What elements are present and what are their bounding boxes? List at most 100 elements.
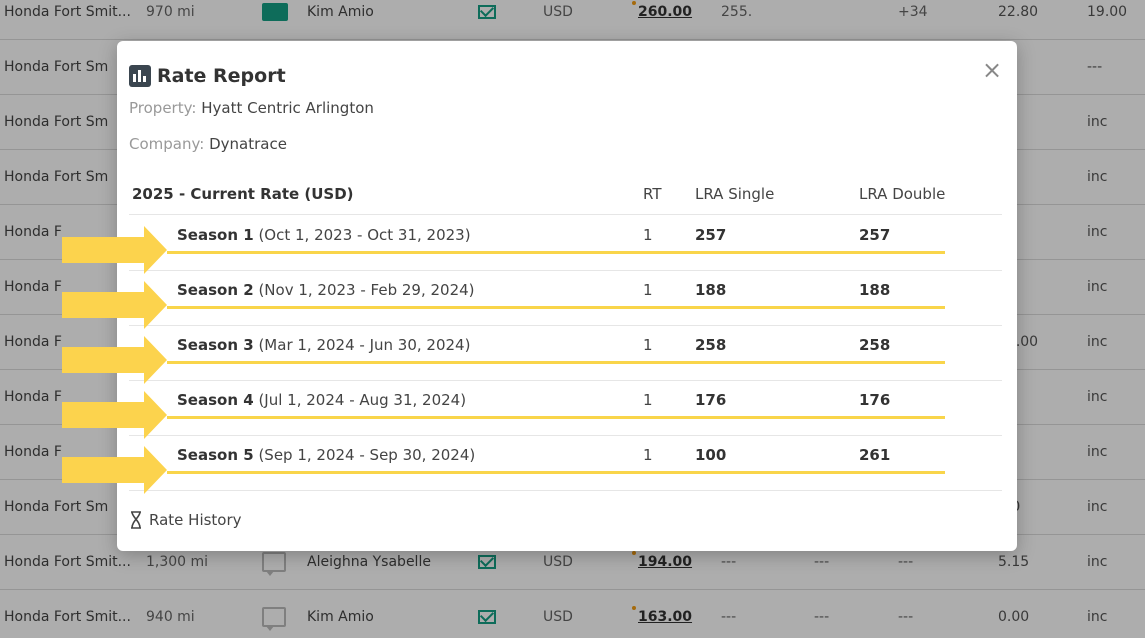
contact-type-icon-cell[interactable] [262,0,292,40]
cell-currency: USD [543,609,573,625]
company-value: Dynatrace [209,135,287,153]
table-row[interactable]: Honda Fort Smit... 940 mi Kim Amio USD --- --… [0,590,1145,638]
season-row: Season 2 (Nov 1, 2023 - Feb 29, 2024) 1 18… [129,271,1002,326]
cell-name: Honda Fort Sm [4,114,109,130]
rate-indicator-dot [632,551,636,555]
season-label: Season 1 (Oct 1, 2023 - Oct 31, 2023) [177,226,471,244]
highlight-arrow-icon [62,226,167,274]
close-icon[interactable]: × [981,56,1003,84]
rate-indicator-dot [632,606,636,610]
cell-contact: Kim Amio [307,609,374,625]
cell-d1: --- [721,554,737,570]
rate-indicator-dot [632,1,636,5]
rate-history-link[interactable]: Rate History [129,511,242,529]
cell-name: Honda F [4,279,62,295]
cell-v2: inc [1087,389,1108,405]
season-date-range: (Sep 1, 2024 - Sep 30, 2024) [258,446,476,464]
cell-v2: inc [1087,334,1108,350]
header-current-rate: 2025 - Current Rate (USD) [132,185,354,203]
season-rt: 1 [643,391,653,409]
season-date-range: (Jul 1, 2024 - Aug 31, 2024) [258,391,467,409]
cell-name: Honda Fort Sm [4,59,109,75]
season-rt: 1 [643,446,653,464]
hourglass-icon [131,511,141,529]
cell-currency: USD [543,554,573,570]
contact-type-icon-cell[interactable] [262,590,292,638]
cell-dist: 940 mi [146,609,195,625]
mail-cell[interactable] [478,535,502,590]
mail-icon[interactable] [478,5,496,19]
property-value: Hyatt Centric Arlington [201,99,374,117]
lra-double-value: 261 [859,446,891,464]
cell-d2: --- [814,609,830,625]
season-rt: 1 [643,336,653,354]
cell-d2: --- [814,554,830,570]
header-lra-double: LRA Double [859,185,946,203]
season-name: Season 4 [177,391,254,409]
cell-name: Honda Fort Sm [4,169,109,185]
rate-link[interactable]: 163.00 [632,590,702,638]
season-name: Season 2 [177,281,254,299]
cell-v2: inc [1087,444,1108,460]
season-label: Season 4 (Jul 1, 2024 - Aug 31, 2024) [177,391,466,409]
cell-v1: 5.15 [998,554,1030,570]
table-row[interactable]: Honda Fort Smit... 1,300 mi Aleighna Ysabe… [0,535,1145,590]
contact-type-icon-cell[interactable] [262,535,292,590]
rate-value: 163.00 [638,609,693,625]
cell-name: Honda Fort Sm [4,499,109,515]
season-name: Season 1 [177,226,254,244]
property-info: Property: Hyatt Centric Arlington [129,99,374,117]
rate-history-label: Rate History [149,511,242,529]
highlight-underline [167,416,945,419]
mail-cell[interactable] [478,590,502,638]
cell-name: Honda F [4,444,62,460]
company-info: Company: Dynatrace [129,135,287,153]
season-name: Season 5 [177,446,254,464]
highlight-underline [167,471,945,474]
season-label: Season 2 (Nov 1, 2023 - Feb 29, 2024) [177,281,475,299]
table-row[interactable]: Honda Fort Smit... 970 mi Kim Amio USD 255.0… [0,0,1145,40]
card-icon[interactable] [262,3,288,21]
cell-name: Honda Fort Smit... [4,4,131,20]
lra-single-value: 100 [695,446,727,464]
cell-v2: inc [1087,609,1108,625]
cell-name: Honda Fort Smit... [4,554,131,570]
season-row: Season 3 (Mar 1, 2024 - Jun 30, 2024) 1 25… [129,326,1002,381]
cell-v2: inc [1087,114,1108,130]
highlight-arrow-icon [62,446,167,494]
bar-chart-icon [129,65,151,87]
cell-d3: --- [898,609,914,625]
cell-contact: Kim Amio [307,4,374,20]
chat-icon[interactable] [262,552,286,576]
cell-contact: Aleighna Ysabelle [307,554,431,570]
mail-cell[interactable] [478,0,502,40]
cell-dist: 970 mi [146,4,195,20]
season-rt: 1 [643,226,653,244]
cell-v2: --- [1087,59,1103,75]
chat-icon[interactable] [262,607,286,631]
mail-icon[interactable] [478,555,496,569]
header-rt: RT [643,185,662,203]
season-name: Season 3 [177,336,254,354]
cell-v2: 19.00 [1087,4,1128,20]
cell-d3: +34% [898,4,928,20]
season-label: Season 3 (Mar 1, 2024 - Jun 30, 2024) [177,336,470,354]
modal-header: Rate Report [129,63,286,89]
rate-link[interactable]: 194.00 [632,535,702,590]
lra-double-value: 258 [859,336,891,354]
lra-single-value: 257 [695,226,727,244]
lra-double-value: 257 [859,226,891,244]
season-label: Season 5 (Sep 1, 2024 - Sep 30, 2024) [177,446,475,464]
season-rt: 1 [643,281,653,299]
highlight-underline [167,306,945,309]
lra-single-value: 176 [695,391,727,409]
lra-double-value: 176 [859,391,891,409]
season-date-range: (Nov 1, 2023 - Feb 29, 2024) [258,281,475,299]
highlight-arrow-icon [62,336,167,384]
rate-link[interactable]: 260.00 [632,0,702,40]
modal-title: Rate Report [157,65,286,87]
header-lra-single: LRA Single [695,185,775,203]
season-date-range: (Oct 1, 2023 - Oct 31, 2023) [258,226,471,244]
cell-v2: inc [1087,554,1108,570]
mail-icon[interactable] [478,610,496,624]
